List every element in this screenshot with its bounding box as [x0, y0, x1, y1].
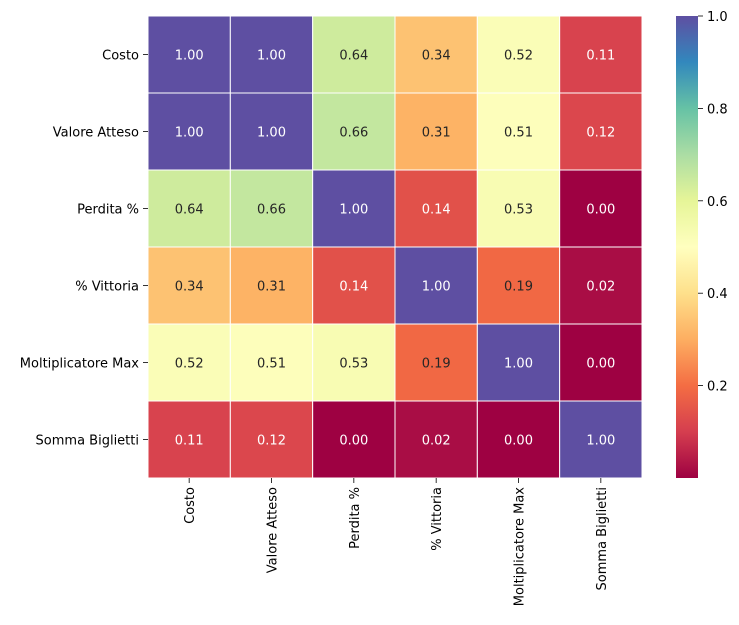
colorbar-tick-label: 0.4	[707, 287, 728, 302]
cell-value-label: 1.00	[339, 203, 368, 218]
heatmap-cell	[147, 15, 231, 94]
cell-value-label: 0.34	[422, 49, 451, 64]
heatmap-cell	[229, 246, 314, 325]
heatmap-cell	[229, 92, 314, 171]
cell-value-label: 0.52	[504, 49, 533, 64]
cell-value-label: 0.31	[257, 280, 286, 295]
colorbar-tick-label: 1.0	[707, 10, 728, 25]
row-label: Moltiplicatore Max	[20, 357, 140, 372]
cell-value-label: 0.34	[175, 280, 204, 295]
heatmap-cell	[559, 323, 643, 402]
cell-value-label: 0.53	[339, 357, 368, 372]
heatmap-cell	[394, 323, 478, 402]
column-label: Costo	[183, 487, 198, 524]
cell-value-label: 0.66	[257, 203, 286, 218]
heatmap-cell	[229, 169, 314, 248]
heatmap-cell	[147, 246, 231, 325]
cell-value-label: 1.00	[422, 280, 451, 295]
cell-value-label: 0.12	[257, 434, 286, 449]
column-labels: Costo Valore Atteso Perdita % % Vittoria Mol…	[183, 478, 610, 606]
cell-value-label: 1.00	[257, 49, 286, 64]
cell-value-label: 0.64	[175, 203, 204, 218]
cell-value-label: 1.00	[586, 434, 615, 449]
cell-value-label: 0.02	[586, 280, 615, 295]
heatmap-cell	[476, 323, 561, 402]
heatmap-cell	[559, 246, 643, 325]
heatmap-cell	[394, 169, 478, 248]
cell-value-label: 0.00	[586, 203, 615, 218]
heatmap-cell	[147, 323, 231, 402]
column-label: Valore Atteso	[266, 487, 281, 573]
cell-value-label: 1.00	[175, 49, 204, 64]
row-label: % Vittoria	[75, 280, 139, 295]
row-labels: Costo Valore Atteso Perdita % % Vittoria Mol…	[20, 49, 148, 449]
cell-value-label: 0.02	[422, 434, 451, 449]
heatmap-cell	[394, 246, 478, 325]
heatmap-cell	[312, 15, 396, 94]
colorbar-tick-label: 0.2	[707, 380, 728, 395]
column-label: % Vittoria	[430, 487, 445, 551]
heatmap-cell	[312, 246, 396, 325]
cell-value-label: 0.00	[586, 357, 615, 372]
cell-value-label: 1.00	[504, 357, 533, 372]
heatmap-cell	[394, 15, 478, 94]
cell-value-label: 0.52	[175, 357, 204, 372]
row-label: Perdita %	[77, 203, 139, 218]
heatmap-cells: 1.00 1.00 0.64 0.34 0.52 0.11 1.00 1.00 0.66 0.31…	[147, 15, 643, 479]
colorbar: 0.2 0.4 0.6 0.8 1.0	[676, 10, 728, 478]
heatmap-cell	[312, 323, 396, 402]
cell-value-label: 1.00	[257, 126, 286, 141]
heatmap-cell	[147, 169, 231, 248]
heatmap-cell	[476, 15, 561, 94]
heatmap-cell	[559, 400, 643, 479]
row-label: Valore Atteso	[53, 126, 139, 141]
cell-value-label: 0.12	[586, 126, 615, 141]
heatmap-cell	[394, 92, 478, 171]
heatmap-cell	[559, 15, 643, 94]
cell-value-label: 0.00	[339, 434, 368, 449]
heatmap-cell	[559, 92, 643, 171]
colorbar-tick-label: 0.8	[707, 102, 728, 117]
cell-value-label: 0.51	[504, 126, 533, 141]
cell-value-label: 0.19	[422, 357, 451, 372]
cell-value-label: 0.66	[339, 126, 368, 141]
row-label: Costo	[102, 49, 139, 64]
cell-value-label: 0.14	[339, 280, 368, 295]
cell-value-label: 0.11	[586, 49, 615, 64]
heatmap-cell	[147, 400, 231, 479]
cell-value-label: 0.51	[257, 357, 286, 372]
cell-value-label: 0.31	[422, 126, 451, 141]
cell-value-label: 0.19	[504, 280, 533, 295]
heatmap-cell	[559, 169, 643, 248]
colorbar-tick-label: 0.6	[707, 195, 728, 210]
column-label: Somma Biglietti	[595, 487, 610, 590]
cell-value-label: 0.14	[422, 203, 451, 218]
colorbar-gradient	[676, 16, 698, 478]
column-label: Moltiplicatore Max	[513, 487, 528, 607]
cell-value-label: 0.64	[339, 49, 368, 64]
heatmap-cell	[476, 169, 561, 248]
row-label: Somma Biglietti	[36, 434, 139, 449]
cell-value-label: 0.53	[504, 203, 533, 218]
cell-value-label: 1.00	[175, 126, 204, 141]
heatmap-cell	[476, 400, 561, 479]
cell-value-label: 0.00	[504, 434, 533, 449]
heatmap-cell	[476, 246, 561, 325]
heatmap-cell	[229, 15, 314, 94]
column-label: Perdita %	[348, 487, 363, 549]
cell-value-label: 0.11	[175, 434, 204, 449]
